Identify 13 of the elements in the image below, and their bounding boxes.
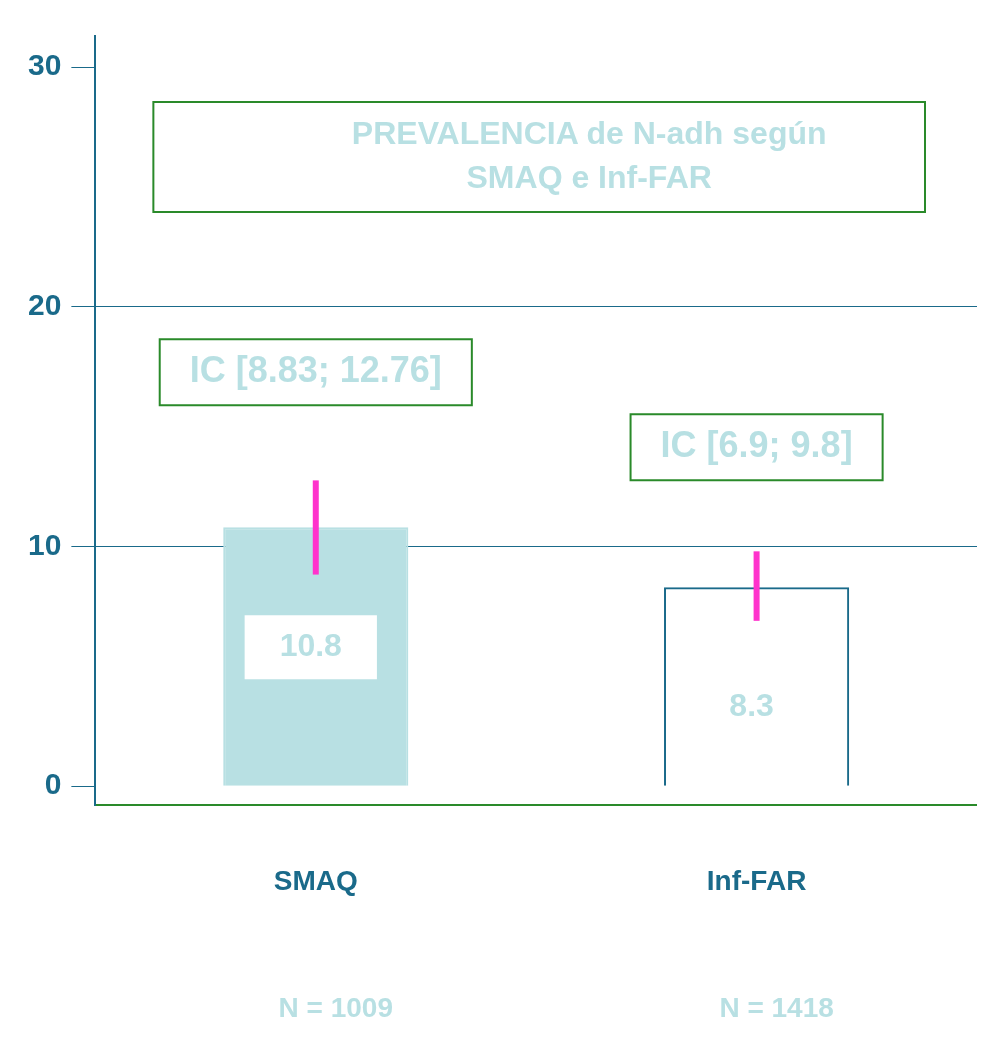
- data-label: 8.3: [729, 687, 774, 724]
- annotation: IC [6.9; 9.8]: [660, 424, 853, 466]
- text: N = 1009: [278, 991, 393, 1023]
- y-tick-label: 0: [44, 767, 62, 801]
- x-tick-label: Inf-FAR: [706, 864, 807, 896]
- y-tick-label: 30: [27, 48, 62, 82]
- y-tick-label: 20: [27, 288, 62, 322]
- x-tick-label: SMAQ: [273, 864, 358, 896]
- text: PREVALENCIA de N-adh según SMAQ e Inf-FAR: [351, 114, 827, 195]
- data-label: 10.8: [279, 627, 342, 664]
- annotation: IC [8.83; 12.76]: [189, 349, 442, 391]
- y-tick-label: 10: [27, 527, 62, 561]
- text: N = 1418: [719, 991, 834, 1023]
